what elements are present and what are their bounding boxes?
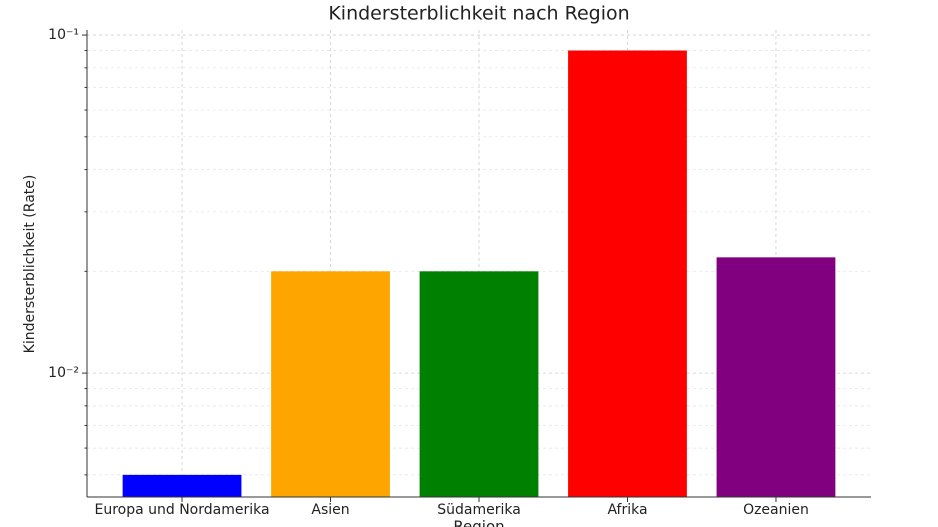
x-tick-label: Afrika (607, 502, 647, 518)
y-axis-label: Kindersterblichkeit (Rate) (22, 175, 38, 354)
x-tick-label: Asien (311, 502, 349, 518)
bar (568, 50, 687, 497)
x-axis-label: Region (453, 518, 504, 527)
x-tick-label: Europa und Nordamerika (94, 502, 269, 518)
y-tick-label: 10⁻² (48, 365, 79, 381)
bar (716, 257, 836, 497)
bar (122, 474, 242, 497)
bar (419, 271, 539, 497)
x-tick-label: Südamerika (437, 502, 521, 518)
x-tick-label: Ozeanien (743, 502, 809, 518)
y-tick-label: 10⁻¹ (48, 27, 79, 43)
chart-title: Kindersterblichkeit nach Region (328, 3, 629, 25)
bar (271, 271, 390, 497)
